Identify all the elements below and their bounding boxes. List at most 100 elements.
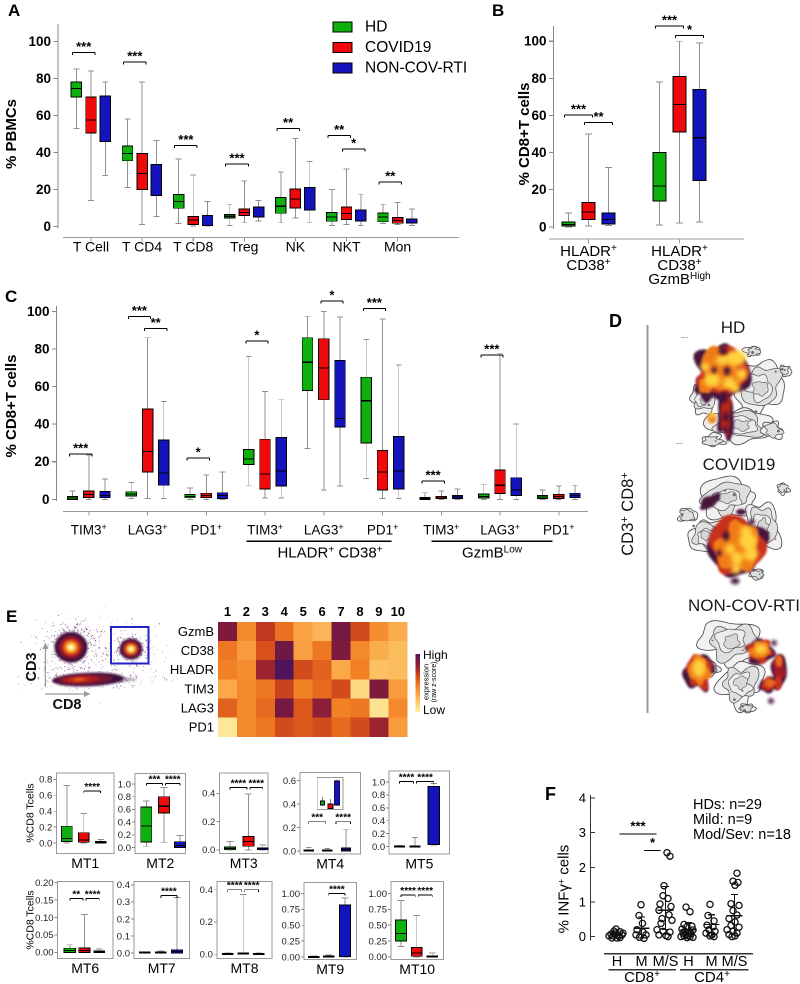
svg-text:HDs: n=29: HDs: n=29	[693, 797, 762, 813]
svg-text:HLADR: HLADR	[170, 662, 214, 677]
svg-text:***: ***	[630, 819, 646, 834]
svg-text:2: 2	[579, 860, 586, 875]
svg-text:**: **	[385, 169, 396, 184]
svg-text:0.15: 0.15	[35, 895, 54, 906]
svg-text:0.6: 0.6	[372, 803, 385, 814]
svg-text:20: 20	[531, 182, 546, 197]
svg-text:% INFγ+ cells: % INFγ+ cells	[556, 845, 573, 934]
svg-text:CD38+: CD38+	[566, 257, 610, 274]
svg-text:0.2: 0.2	[372, 829, 385, 840]
svg-text:(raw z-score): (raw z-score)	[431, 662, 438, 703]
svg-text:COVID19: COVID19	[365, 39, 431, 56]
svg-text:0.50: 0.50	[369, 920, 388, 931]
svg-text:****: ****	[85, 890, 101, 901]
svg-text:MT1: MT1	[71, 855, 99, 871]
svg-text:**: **	[593, 109, 604, 124]
svg-text:T Cell: T Cell	[73, 239, 109, 255]
svg-text:100: 100	[28, 34, 51, 49]
svg-text:0.8: 0.8	[372, 790, 385, 801]
svg-text:MT6: MT6	[71, 960, 99, 976]
svg-text:100: 100	[27, 304, 50, 319]
svg-text:***: ***	[229, 151, 245, 166]
svg-text:0.4: 0.4	[117, 880, 130, 891]
svg-text:****: ****	[400, 886, 416, 897]
svg-text:Mod/Sev: n=18: Mod/Sev: n=18	[693, 827, 791, 843]
svg-text:1: 1	[579, 895, 586, 910]
svg-text:4: 4	[281, 604, 289, 619]
svg-text:Mon: Mon	[384, 239, 411, 255]
svg-text:0.2: 0.2	[283, 823, 296, 834]
svg-text:1.00: 1.00	[369, 889, 388, 900]
svg-text:1: 1	[224, 604, 231, 619]
svg-text:1.00: 1.00	[282, 889, 301, 900]
svg-text:60: 60	[36, 108, 51, 123]
svg-text:*: *	[650, 835, 656, 850]
svg-text:0.0: 0.0	[117, 948, 130, 959]
svg-text:B: B	[492, 1, 504, 20]
svg-text:80: 80	[36, 71, 51, 86]
svg-text:HLADR+: HLADR+	[560, 243, 617, 260]
svg-text:H: H	[612, 954, 622, 970]
svg-text:****: ****	[84, 782, 100, 793]
svg-text:***: ***	[311, 813, 323, 824]
svg-text:*: *	[196, 445, 202, 460]
svg-text:0.6: 0.6	[39, 791, 52, 802]
svg-text:0.25: 0.25	[369, 936, 388, 947]
svg-text:0.0: 0.0	[39, 838, 52, 849]
svg-text:HLADR+: HLADR+	[651, 243, 708, 260]
svg-text:0.0: 0.0	[200, 950, 213, 961]
svg-text:%CD8 Tcells: %CD8 Tcells	[25, 890, 37, 949]
svg-text:M/S: M/S	[722, 954, 748, 970]
svg-text:****: ****	[244, 881, 260, 892]
svg-text:CD8+: CD8+	[624, 969, 660, 984]
svg-text:0.1: 0.1	[117, 931, 130, 942]
svg-text:****: ****	[227, 881, 243, 892]
svg-text:0.3: 0.3	[117, 897, 130, 908]
svg-text:***: ***	[76, 39, 92, 54]
svg-text:0.2: 0.2	[200, 917, 213, 928]
svg-text:TIM3+: TIM3+	[423, 522, 459, 538]
svg-text:1.0: 1.0	[372, 777, 385, 788]
svg-text:HD: HD	[365, 19, 387, 36]
svg-text:0.6: 0.6	[283, 776, 296, 787]
svg-text:0.00: 0.00	[282, 952, 301, 963]
svg-text:0: 0	[539, 219, 547, 234]
svg-text:0.75: 0.75	[282, 905, 301, 916]
svg-text:****: ****	[335, 813, 351, 824]
svg-text:****: ****	[231, 779, 247, 790]
svg-text:TIM3+: TIM3+	[247, 522, 283, 538]
svg-text:% CD8+T cells: % CD8+T cells	[3, 355, 20, 458]
svg-text:0.0: 0.0	[372, 842, 385, 853]
svg-text:*: *	[329, 288, 335, 303]
svg-text:60: 60	[531, 108, 546, 123]
svg-text:5: 5	[300, 604, 307, 619]
svg-text:3: 3	[579, 825, 586, 840]
svg-text:*: *	[351, 136, 357, 151]
svg-text:0.50: 0.50	[282, 921, 301, 932]
svg-text:****: ****	[329, 885, 345, 896]
svg-text:F: F	[545, 784, 556, 804]
svg-text:M/S: M/S	[653, 954, 679, 970]
svg-text:**: **	[334, 122, 345, 137]
svg-text:MT3: MT3	[230, 855, 258, 871]
svg-text:40: 40	[34, 417, 49, 432]
svg-text:2: 2	[243, 604, 250, 619]
svg-text:80: 80	[34, 342, 49, 357]
svg-text:**: **	[283, 115, 294, 130]
svg-text:MT2: MT2	[146, 855, 174, 871]
svg-text:****: ****	[399, 773, 415, 784]
svg-text:C: C	[5, 287, 17, 306]
svg-text:0.6: 0.6	[118, 805, 131, 816]
svg-text:***: ***	[73, 441, 89, 456]
svg-text:LAG3+: LAG3+	[128, 522, 168, 538]
svg-text:0.2: 0.2	[118, 830, 131, 841]
svg-text:***: ***	[571, 102, 587, 117]
svg-text:0.4: 0.4	[283, 799, 296, 810]
svg-text:MT5: MT5	[405, 856, 433, 872]
svg-text:***: ***	[132, 303, 148, 318]
svg-text:20: 20	[36, 182, 51, 197]
svg-text:M: M	[635, 954, 647, 970]
svg-text:expression: expression	[422, 664, 431, 700]
svg-text:Mild: n=9: Mild: n=9	[693, 812, 752, 828]
svg-text:0.8: 0.8	[39, 775, 52, 786]
